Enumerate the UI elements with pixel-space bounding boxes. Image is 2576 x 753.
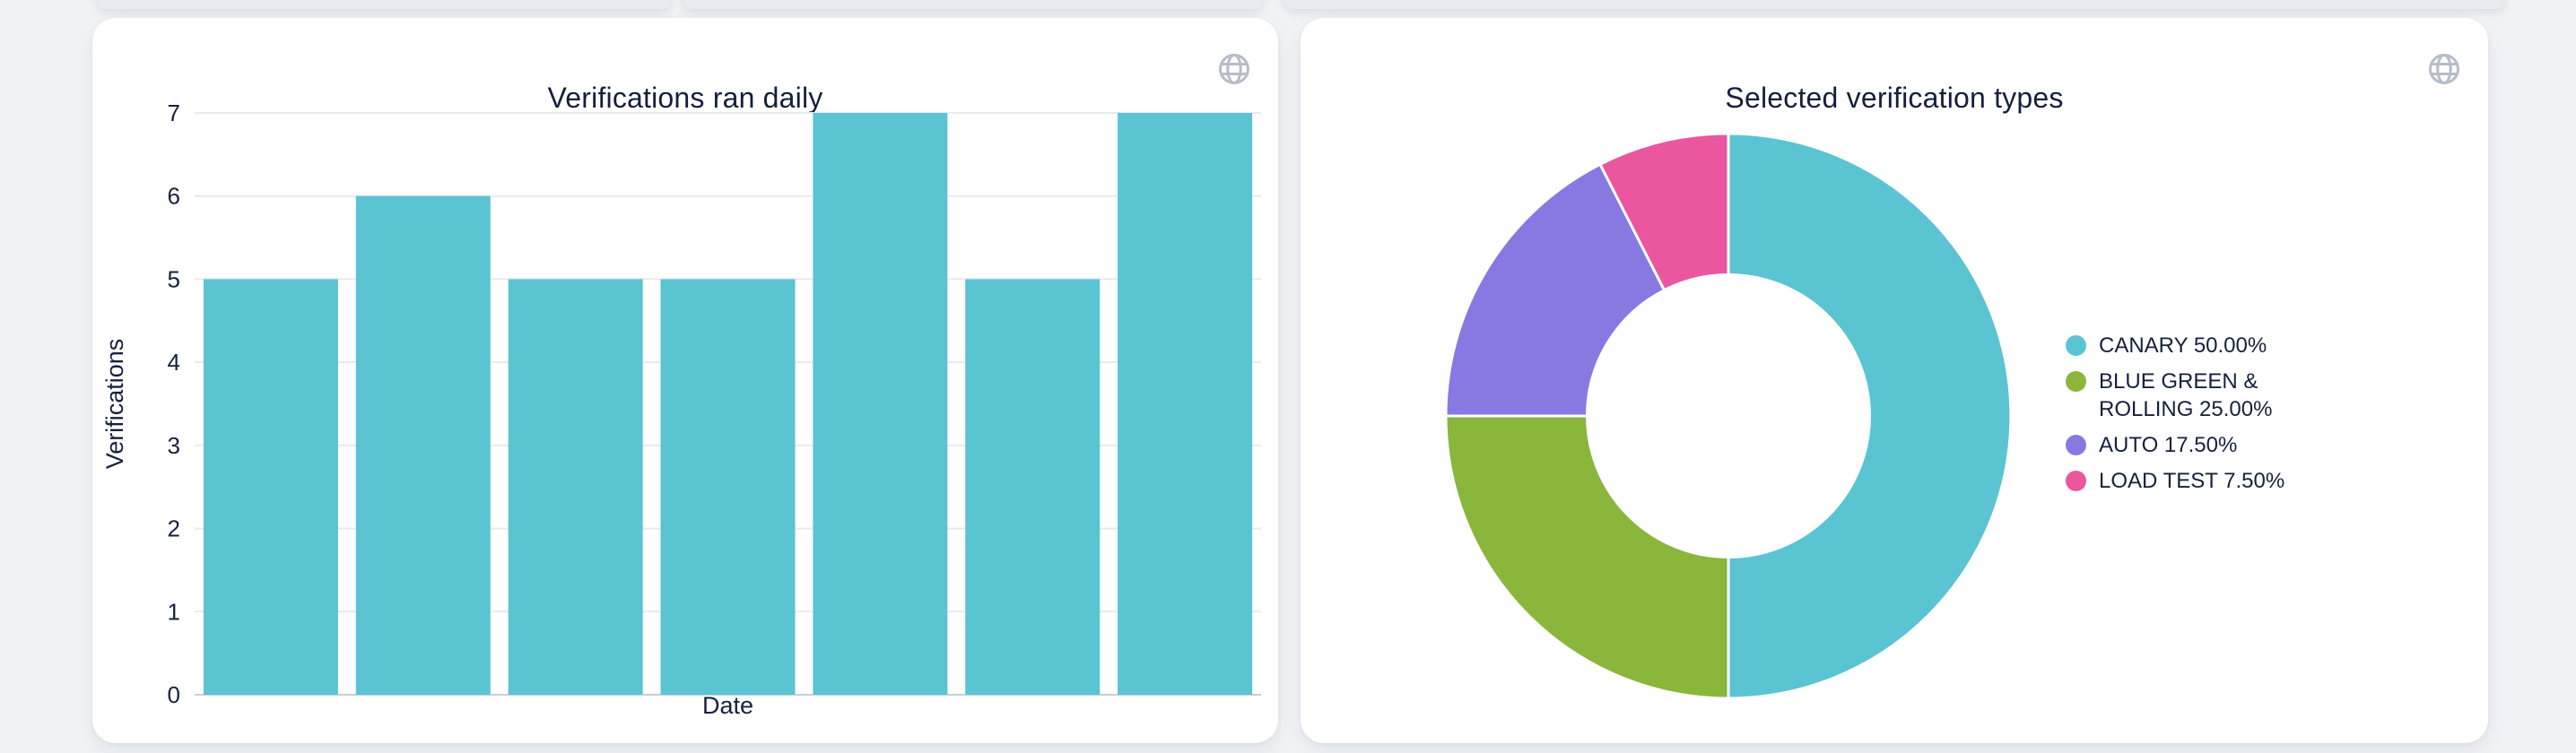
bar[interactable]	[508, 279, 643, 695]
legend-item-blue-green-rolling[interactable]: BLUE GREEN & ROLLING 25.00%	[2066, 368, 2362, 423]
globe-icon-glyph	[2429, 54, 2459, 84]
legend-dot	[2066, 371, 2086, 392]
legend-dot	[2066, 435, 2086, 455]
donut-slice-auto[interactable]	[1444, 162, 1667, 418]
legend-dot	[2066, 471, 2086, 491]
y-tick-label: 4	[168, 349, 180, 376]
legend-label: BLUE GREEN & ROLLING 25.00%	[2099, 369, 2273, 421]
cropped-top-element	[1284, 0, 2504, 9]
globe-icon[interactable]	[1217, 52, 1251, 86]
verification-types-card: Selected verification types CANARY 50.00…	[1301, 18, 2488, 743]
legend-label: LOAD TEST 7.50%	[2099, 469, 2285, 493]
legend-item-canary[interactable]: CANARY 50.00%	[2066, 332, 2362, 359]
legend-item-load-test[interactable]: LOAD TEST 7.50%	[2066, 467, 2362, 495]
legend-label: AUTO 17.50%	[2099, 433, 2238, 457]
y-tick-label: 0	[168, 681, 180, 708]
legend-item-auto[interactable]: AUTO 17.50%	[2066, 431, 2362, 459]
y-axis-label: Verifications	[101, 339, 128, 470]
donut-slice-load-test[interactable]	[1597, 132, 1730, 292]
pie-legend: CANARY 50.00% BLUE GREEN & ROLLING 25.00%…	[2066, 332, 2362, 503]
y-tick-label: 5	[168, 265, 180, 292]
y-tick-label: 1	[168, 598, 180, 625]
globe-icon-glyph	[1219, 54, 1249, 84]
donut-slice-canary[interactable]	[1727, 132, 2013, 700]
donut-slice-blue-green-rolling[interactable]	[1444, 414, 1730, 700]
pie-chart-title: Selected verification types	[1725, 81, 2064, 114]
bar[interactable]	[1118, 113, 1253, 695]
globe-icon[interactable]	[2427, 52, 2461, 86]
cropped-top-element	[97, 0, 671, 9]
x-axis-label: Date	[702, 692, 753, 719]
bar[interactable]	[965, 279, 1101, 695]
bar[interactable]	[203, 279, 338, 695]
y-tick-label: 2	[168, 515, 180, 542]
y-tick-label: 7	[168, 100, 180, 126]
cropped-top-element	[683, 0, 1263, 9]
bar[interactable]	[355, 195, 491, 695]
bar[interactable]	[660, 279, 796, 695]
y-tick-label: 6	[168, 183, 180, 210]
legend-dot	[2066, 335, 2086, 356]
verifications-daily-card: Verifications ran daily 0 1 2 3 4 5 6 7 Date Veri…	[92, 18, 1278, 743]
bar-chart-title: Verifications ran daily	[547, 81, 823, 114]
donut-chart	[1444, 132, 2013, 700]
legend-label: CANARY 50.00%	[2099, 333, 2267, 358]
bar-chart: 0 1 2 3 4 5 6 7 Date Verifications	[101, 100, 1261, 719]
bar[interactable]	[813, 113, 948, 695]
y-tick-label: 3	[168, 432, 180, 459]
